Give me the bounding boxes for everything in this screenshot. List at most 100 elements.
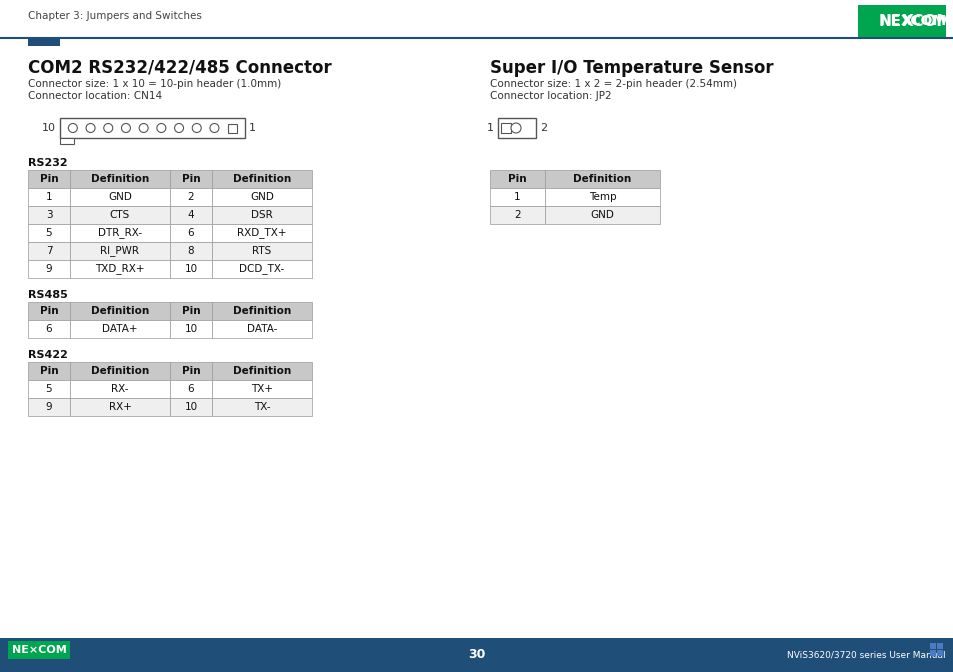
Text: 1: 1 [249,123,255,133]
Bar [170,206,212,224]
Text: 1: 1 [46,192,52,202]
Text: RS232: RS232 [28,158,68,168]
Text: Definition: Definition [91,366,149,376]
Bar [212,362,312,380]
Bar [490,170,544,188]
Text: 1: 1 [486,123,494,133]
Bar [212,242,312,260]
Text: 2: 2 [514,210,520,220]
Bar [70,362,170,380]
Text: 3: 3 [46,210,52,220]
Text: DCD_TX-: DCD_TX- [239,263,284,274]
Bar [212,206,312,224]
Bar [28,206,70,224]
Text: RX-: RX- [112,384,129,394]
Text: Pin: Pin [40,174,58,184]
Text: NViS3620/3720 series User Manual: NViS3620/3720 series User Manual [786,650,945,659]
Bar [929,650,935,656]
Bar [170,362,212,380]
Text: Temp: Temp [588,192,616,202]
Text: GND: GND [250,192,274,202]
Text: Definition: Definition [91,174,149,184]
Text: 5: 5 [46,228,52,238]
Bar [28,224,70,242]
Text: DATA+: DATA+ [102,324,137,334]
Text: Super I/O Temperature Sensor: Super I/O Temperature Sensor [490,59,773,77]
Bar [170,188,212,206]
Text: GND: GND [590,210,614,220]
Text: CTS: CTS [110,210,130,220]
Text: Pin: Pin [40,366,58,376]
Bar [500,123,511,133]
Text: 6: 6 [188,384,194,394]
Text: Pin: Pin [181,366,200,376]
Bar [490,188,544,206]
Text: RX+: RX+ [109,402,132,412]
Text: DTR_RX-: DTR_RX- [98,228,142,239]
Bar [170,242,212,260]
Bar [497,118,536,138]
Text: 1: 1 [514,192,520,202]
Bar [170,224,212,242]
Text: 2: 2 [188,192,194,202]
Text: RTS: RTS [253,246,272,256]
Text: RI_PWR: RI_PWR [100,245,139,257]
Bar [212,224,312,242]
Bar [170,170,212,188]
Text: Definition: Definition [573,174,631,184]
Circle shape [139,124,148,132]
Bar [70,302,170,320]
Circle shape [210,124,219,132]
Bar [70,188,170,206]
Bar [212,188,312,206]
Text: NE: NE [878,13,901,28]
Bar [212,302,312,320]
Bar [28,39,60,46]
Circle shape [104,124,112,132]
Text: TXD_RX+: TXD_RX+ [95,263,145,274]
Text: COM2 RS232/422/485 Connector: COM2 RS232/422/485 Connector [28,59,332,77]
Text: Connector location: JP2: Connector location: JP2 [490,91,611,101]
Bar [70,206,170,224]
Text: XCOM: XCOM [901,13,951,28]
Text: 9: 9 [46,402,52,412]
Text: Pin: Pin [508,174,526,184]
Bar [212,320,312,338]
Text: 10: 10 [184,264,197,274]
Bar [28,188,70,206]
Bar [28,398,70,416]
Circle shape [69,124,77,132]
Bar [28,362,70,380]
Bar [936,650,942,656]
Bar [60,138,74,144]
Text: TX-: TX- [253,402,270,412]
Text: 10: 10 [184,402,197,412]
Text: 10: 10 [184,324,197,334]
Text: RXD_TX+: RXD_TX+ [237,228,287,239]
Bar [170,380,212,398]
Bar [70,320,170,338]
Text: Definition: Definition [233,366,291,376]
Text: Definition: Definition [233,306,291,316]
Text: TX+: TX+ [251,384,273,394]
Bar [28,260,70,278]
Bar [8,641,70,659]
Bar [70,398,170,416]
Text: 9: 9 [46,264,52,274]
Bar [70,170,170,188]
Text: Chapter 3: Jumpers and Switches: Chapter 3: Jumpers and Switches [28,11,202,21]
Bar [70,224,170,242]
Text: DATA-: DATA- [247,324,277,334]
Text: 5: 5 [46,384,52,394]
Text: 6: 6 [188,228,194,238]
Text: Pin: Pin [181,306,200,316]
Bar [544,170,659,188]
Text: Connector size: 1 x 10 = 10-pin header (1.0mm): Connector size: 1 x 10 = 10-pin header (… [28,79,281,89]
Bar [28,302,70,320]
Circle shape [193,124,201,132]
Bar [170,398,212,416]
Text: GND: GND [108,192,132,202]
Bar [212,170,312,188]
Bar [212,398,312,416]
Text: Connector location: CN14: Connector location: CN14 [28,91,162,101]
